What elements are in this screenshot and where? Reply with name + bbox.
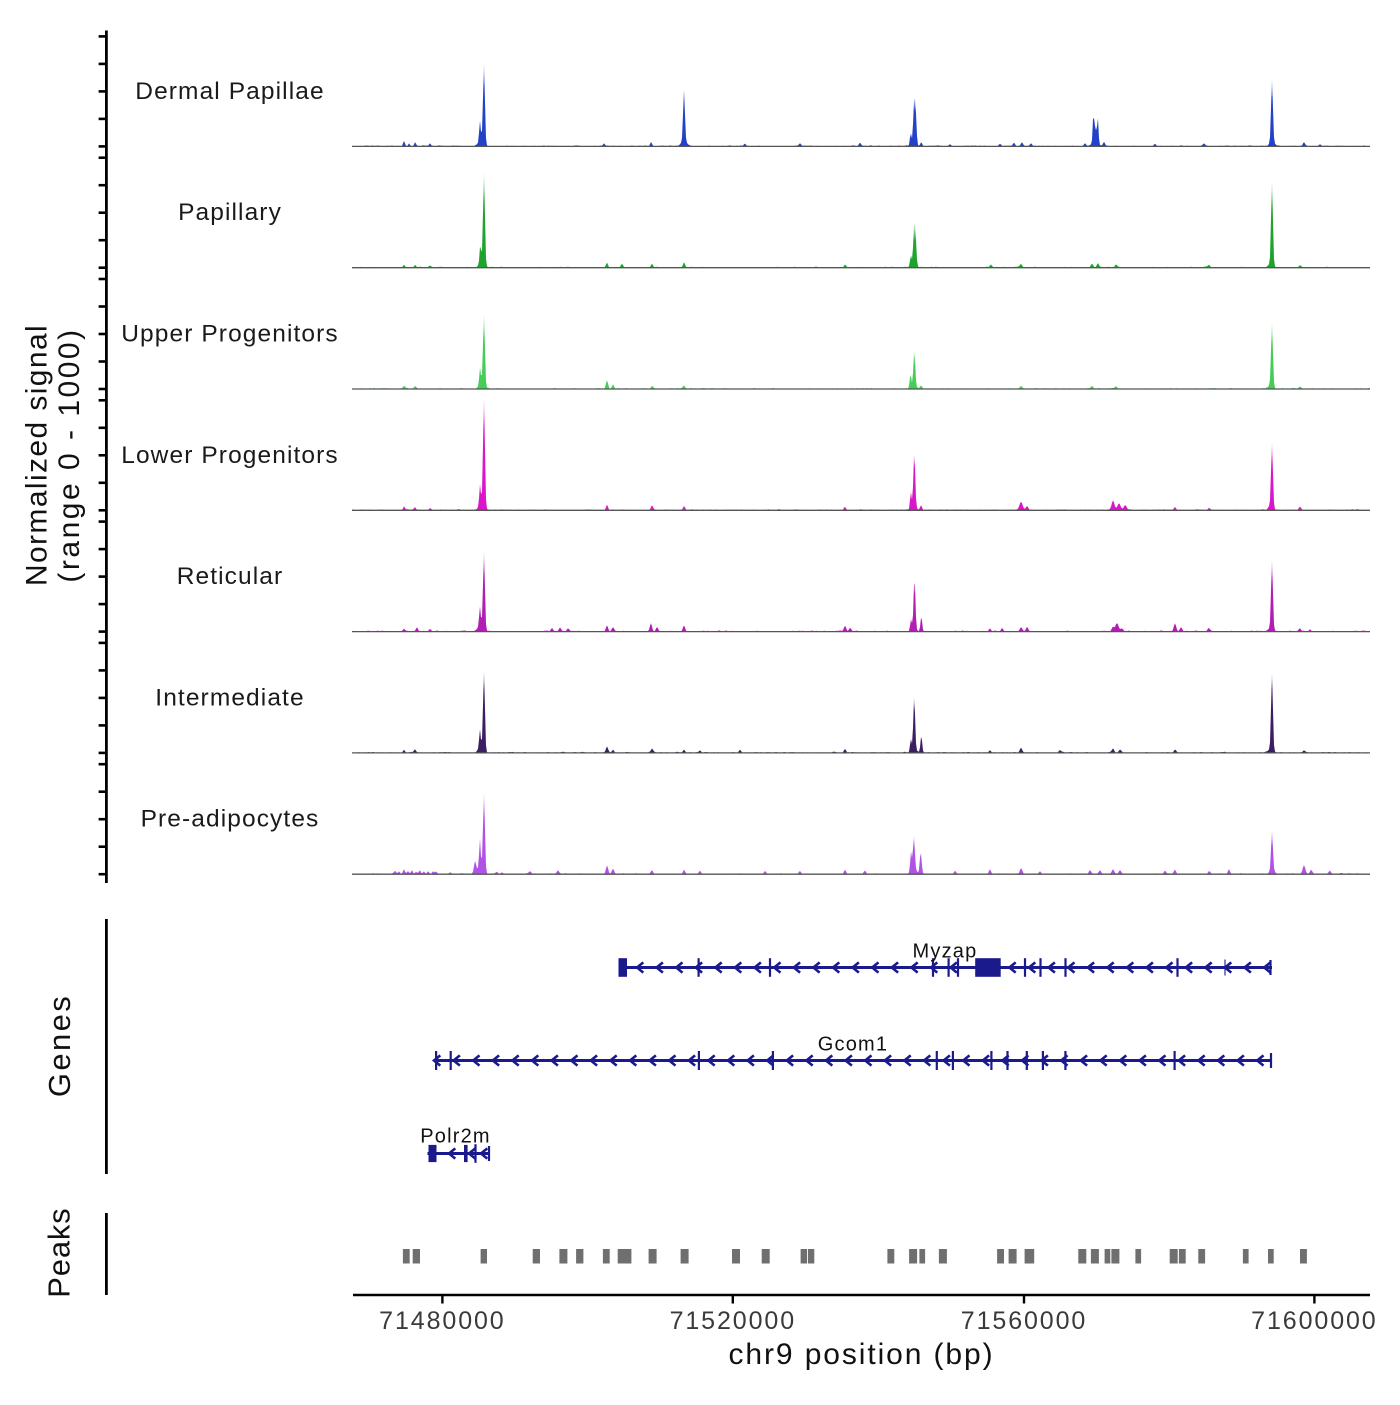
svg-text:Reticular: Reticular bbox=[177, 563, 284, 590]
svg-text:Papillary: Papillary bbox=[178, 199, 282, 226]
svg-text:Lower Progenitors: Lower Progenitors bbox=[121, 442, 339, 469]
svg-text:Gcom1: Gcom1 bbox=[818, 1034, 888, 1056]
svg-text:Intermediate: Intermediate bbox=[155, 684, 304, 711]
svg-text:71520000: 71520000 bbox=[670, 1307, 796, 1335]
svg-text:Myzap: Myzap bbox=[913, 941, 978, 963]
svg-text:Dermal Papillae: Dermal Papillae bbox=[135, 78, 324, 105]
svg-text:Pre-adipocytes: Pre-adipocytes bbox=[141, 806, 320, 833]
svg-text:Polr2m: Polr2m bbox=[420, 1126, 491, 1148]
svg-text:Normalized signal: Normalized signal bbox=[21, 324, 54, 586]
svg-text:71600000: 71600000 bbox=[1251, 1307, 1377, 1335]
svg-text:(range 0 - 1000): (range 0 - 1000) bbox=[53, 327, 86, 582]
svg-text:71480000: 71480000 bbox=[379, 1307, 505, 1335]
svg-text:Upper Progenitors: Upper Progenitors bbox=[121, 321, 339, 348]
svg-text:Peaks: Peaks bbox=[42, 1208, 77, 1298]
svg-text:chr9 position (bp): chr9 position (bp) bbox=[729, 1338, 995, 1371]
svg-text:Genes: Genes bbox=[42, 994, 77, 1097]
svg-text:71560000: 71560000 bbox=[961, 1307, 1087, 1335]
